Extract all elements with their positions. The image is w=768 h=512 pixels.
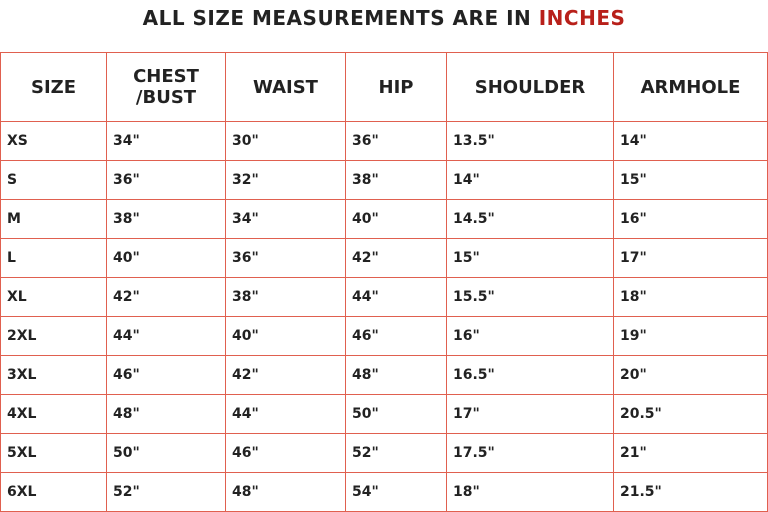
- cell-size: 6XL: [0, 472, 107, 512]
- title-text: ALL SIZE MEASUREMENTS ARE IN: [142, 6, 539, 30]
- cell-waist: 44": [225, 394, 346, 434]
- cell-chest-bust: 34": [106, 121, 226, 161]
- cell-shoulder: 17": [446, 394, 614, 434]
- table-row: L 40" 36" 42" 15" 17": [0, 238, 768, 278]
- cell-size: XS: [0, 121, 107, 161]
- size-chart-table: SIZE CHEST /BUST WAIST HIP SHOULDER ARMHOLE X…: [0, 52, 768, 512]
- column-header-size: SIZE: [0, 52, 107, 122]
- cell-shoulder: 13.5": [446, 121, 614, 161]
- table-row: 5XL 50" 46" 52" 17.5" 21": [0, 433, 768, 473]
- cell-chest-bust: 50": [106, 433, 226, 473]
- cell-armhole: 16": [613, 199, 768, 239]
- cell-hip: 42": [345, 238, 447, 278]
- cell-size: 3XL: [0, 355, 107, 395]
- table-row: XL 42" 38" 44" 15.5" 18": [0, 277, 768, 317]
- cell-waist: 42": [225, 355, 346, 395]
- table-row: M 38" 34" 40" 14.5" 16": [0, 199, 768, 239]
- cell-shoulder: 17.5": [446, 433, 614, 473]
- cell-chest-bust: 42": [106, 277, 226, 317]
- cell-shoulder: 15": [446, 238, 614, 278]
- table-row: 2XL 44" 40" 46" 16" 19": [0, 316, 768, 356]
- cell-waist: 48": [225, 472, 346, 512]
- cell-waist: 32": [225, 160, 346, 200]
- cell-chest-bust: 52": [106, 472, 226, 512]
- column-header-waist: WAIST: [225, 52, 346, 122]
- cell-armhole: 18": [613, 277, 768, 317]
- title-accent: INCHES: [538, 6, 626, 30]
- page-title: ALL SIZE MEASUREMENTS ARE IN INCHES: [0, 6, 768, 30]
- cell-armhole: 15": [613, 160, 768, 200]
- cell-armhole: 14": [613, 121, 768, 161]
- column-header-chest-bust: CHEST /BUST: [106, 52, 226, 122]
- cell-shoulder: 16": [446, 316, 614, 356]
- cell-armhole: 19": [613, 316, 768, 356]
- table-row: 6XL 52" 48" 54" 18" 21.5": [0, 472, 768, 512]
- cell-armhole: 17": [613, 238, 768, 278]
- cell-shoulder: 14.5": [446, 199, 614, 239]
- cell-chest-bust: 44": [106, 316, 226, 356]
- cell-armhole: 20.5": [613, 394, 768, 434]
- cell-shoulder: 15.5": [446, 277, 614, 317]
- cell-hip: 48": [345, 355, 447, 395]
- cell-waist: 36": [225, 238, 346, 278]
- cell-size: 2XL: [0, 316, 107, 356]
- column-header-shoulder: SHOULDER: [446, 52, 614, 122]
- cell-hip: 44": [345, 277, 447, 317]
- cell-waist: 34": [225, 199, 346, 239]
- table-row: 4XL 48" 44" 50" 17" 20.5": [0, 394, 768, 434]
- cell-chest-bust: 48": [106, 394, 226, 434]
- cell-hip: 36": [345, 121, 447, 161]
- cell-shoulder: 16.5": [446, 355, 614, 395]
- cell-hip: 38": [345, 160, 447, 200]
- cell-waist: 30": [225, 121, 346, 161]
- cell-chest-bust: 46": [106, 355, 226, 395]
- cell-chest-bust: 38": [106, 199, 226, 239]
- cell-hip: 40": [345, 199, 447, 239]
- cell-size: 5XL: [0, 433, 107, 473]
- cell-hip: 46": [345, 316, 447, 356]
- cell-waist: 46": [225, 433, 346, 473]
- cell-size: L: [0, 238, 107, 278]
- cell-waist: 40": [225, 316, 346, 356]
- column-header-hip: HIP: [345, 52, 447, 122]
- cell-chest-bust: 40": [106, 238, 226, 278]
- cell-waist: 38": [225, 277, 346, 317]
- cell-hip: 50": [345, 394, 447, 434]
- table-row: XS 34" 30" 36" 13.5" 14": [0, 121, 768, 161]
- cell-size: 4XL: [0, 394, 107, 434]
- header-row: SIZE CHEST /BUST WAIST HIP SHOULDER ARMHOLE: [0, 52, 768, 122]
- cell-size: S: [0, 160, 107, 200]
- cell-armhole: 21.5": [613, 472, 768, 512]
- cell-size: M: [0, 199, 107, 239]
- cell-hip: 54": [345, 472, 447, 512]
- cell-armhole: 21": [613, 433, 768, 473]
- table-row: 3XL 46" 42" 48" 16.5" 20": [0, 355, 768, 395]
- cell-shoulder: 18": [446, 472, 614, 512]
- cell-shoulder: 14": [446, 160, 614, 200]
- table-row: S 36" 32" 38" 14" 15": [0, 160, 768, 200]
- cell-armhole: 20": [613, 355, 768, 395]
- cell-chest-bust: 36": [106, 160, 226, 200]
- cell-size: XL: [0, 277, 107, 317]
- column-header-armhole: ARMHOLE: [613, 52, 768, 122]
- cell-hip: 52": [345, 433, 447, 473]
